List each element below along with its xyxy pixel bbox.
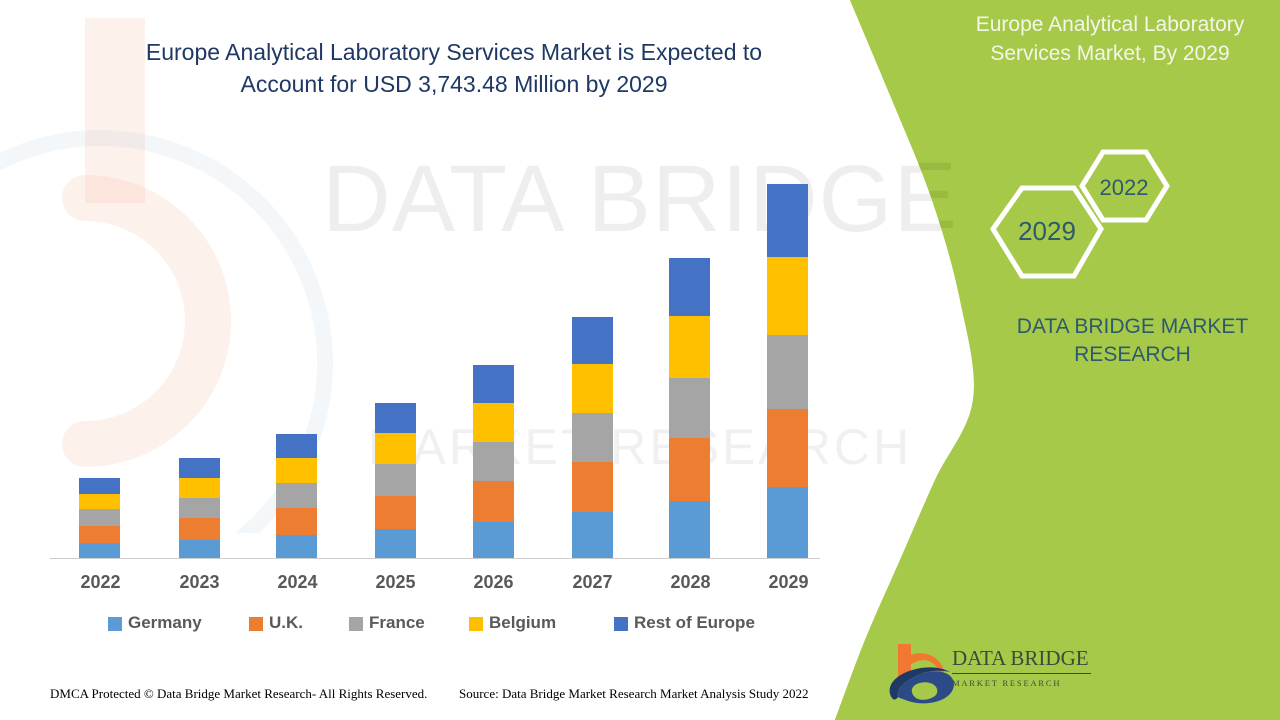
svg-text:2029: 2029: [1018, 216, 1076, 246]
svg-text:2022: 2022: [1100, 175, 1149, 200]
